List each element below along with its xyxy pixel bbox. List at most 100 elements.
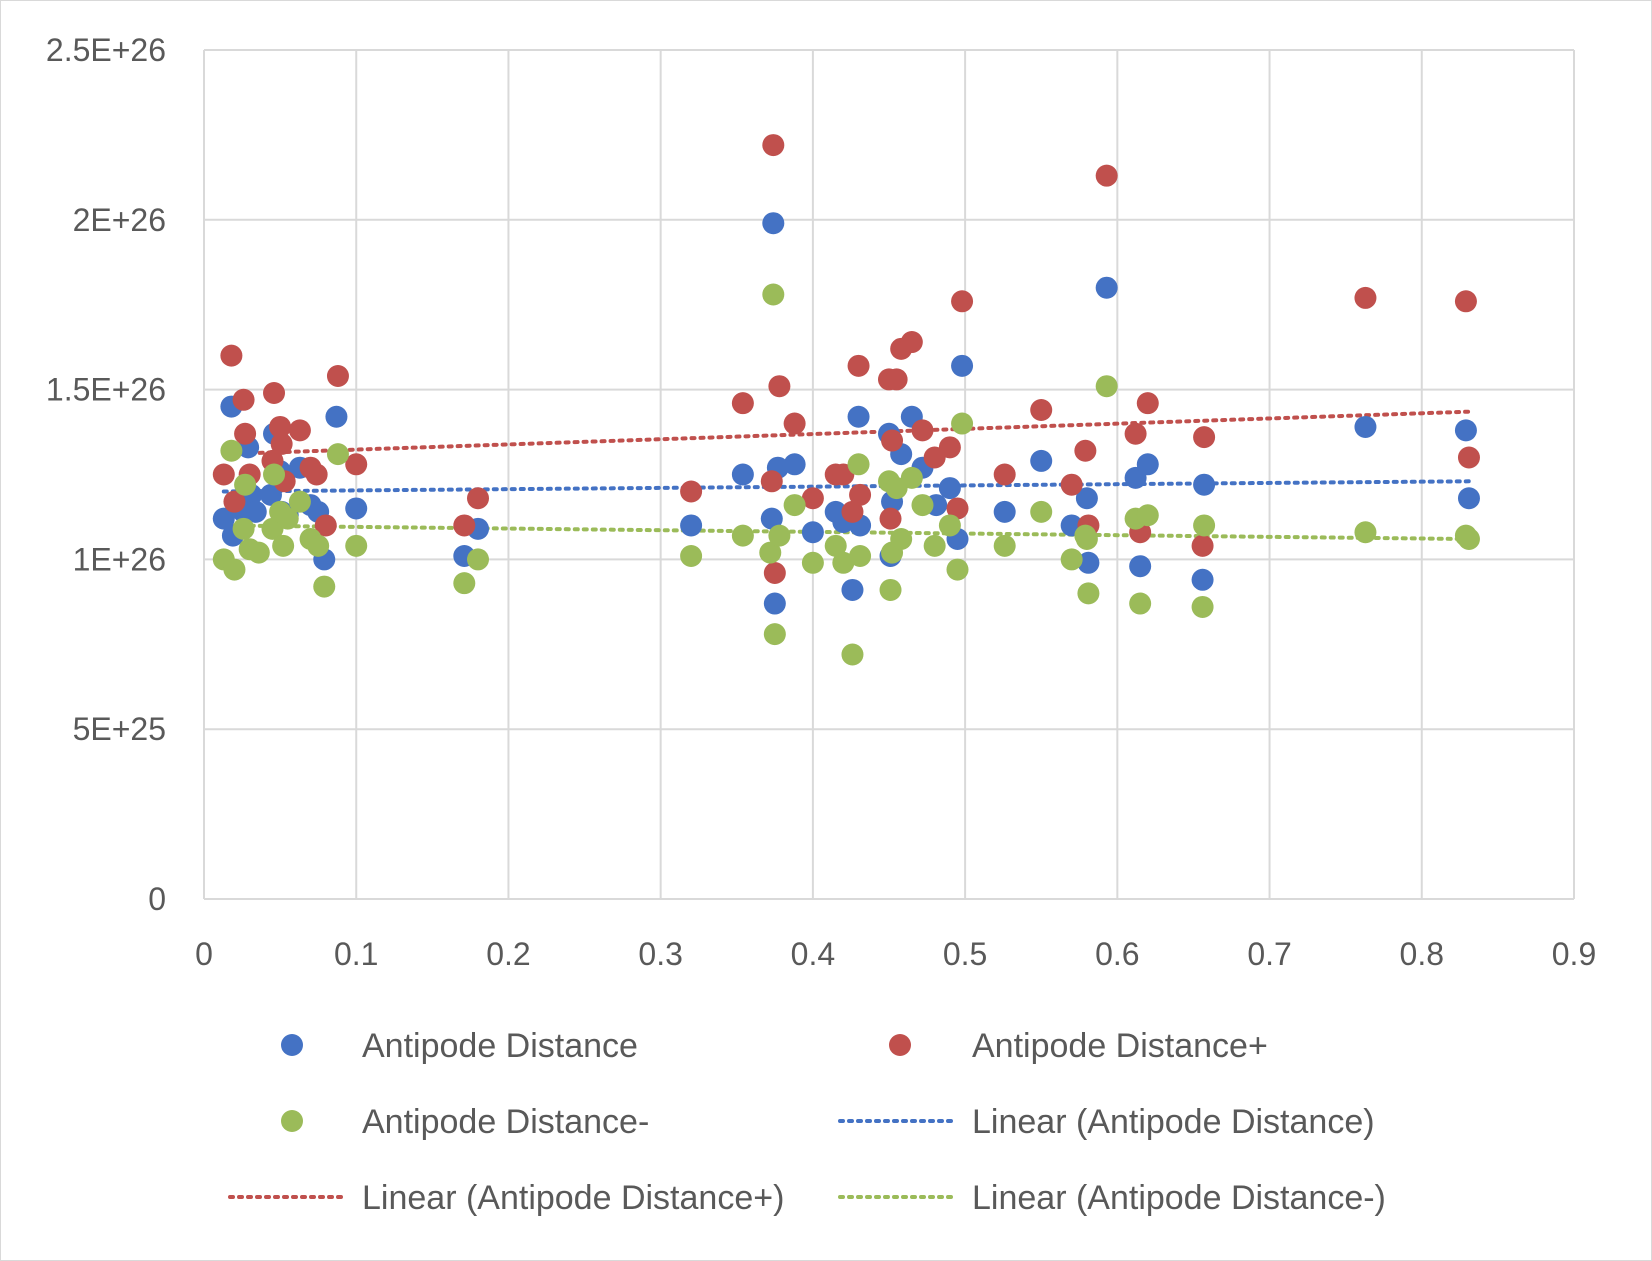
series-1-point [269, 415, 292, 438]
series-0-point [1077, 551, 1100, 574]
series-1-point [220, 344, 243, 367]
series-0-point [345, 497, 368, 520]
series-1-point [270, 432, 293, 455]
series-2-point [313, 575, 336, 598]
legend-label: Antipode Distance+ [972, 1027, 1268, 1065]
legend-item-1: Antipode Distance+ [889, 1027, 1268, 1065]
series-2-point [911, 494, 934, 517]
series-2-point [276, 507, 299, 530]
series-0-point [1136, 453, 1159, 476]
series-2-point [946, 558, 969, 581]
series-0-point [1075, 487, 1098, 510]
series-2-point [453, 572, 476, 595]
series-2-point [768, 524, 791, 547]
legend-marker [281, 1034, 303, 1056]
series-2-point [763, 623, 786, 646]
series-1-point [1354, 286, 1377, 309]
legend-label: Linear (Antipode Distance+) [362, 1179, 784, 1217]
legend-label: Linear (Antipode Distance) [972, 1103, 1375, 1141]
series-0-point [680, 514, 703, 537]
series-0-point [212, 507, 235, 530]
legend: Antipode Distance Antipode Distance+ Antip… [228, 1027, 1386, 1217]
series-0-point [847, 405, 870, 428]
gridlines [203, 49, 1575, 900]
series-1-point [1136, 392, 1159, 415]
series-2-point [1129, 592, 1152, 615]
legend-marker [889, 1034, 911, 1056]
series-2-point [223, 558, 246, 581]
series-1-point [467, 487, 489, 510]
trendline-1 [221, 409, 1471, 457]
series-2-point [1077, 582, 1100, 605]
series-1-point [232, 388, 255, 411]
series-0-point [783, 453, 806, 476]
series-0-point [325, 405, 348, 428]
series-2-point [1136, 504, 1159, 527]
series-0-point [1457, 487, 1480, 510]
series-2-point [849, 545, 872, 568]
legend-label: Linear (Antipode Distance-) [972, 1179, 1386, 1217]
y-axis-tick-labels: 0 5E+25 1E+26 1.5E+26 2E+26 2.5E+26 [46, 32, 166, 917]
series-2-point [993, 534, 1016, 557]
series-1-point [938, 436, 961, 459]
series-2-point [288, 490, 311, 513]
series-2-point [951, 412, 974, 435]
series-2-point [824, 534, 847, 557]
legend-item-5: Linear (Antipode Distance-) [838, 1179, 1386, 1217]
series-0-point [1129, 555, 1152, 578]
series-2-point [680, 545, 703, 568]
y-tick-label: 1.5E+26 [46, 372, 166, 408]
series-1-point [345, 453, 368, 476]
series-2-point [1354, 521, 1377, 544]
series-1-point [783, 412, 806, 435]
series-0-point [1095, 276, 1118, 299]
series-1-point [1457, 446, 1480, 469]
series-0-point [1454, 419, 1477, 442]
series-2-point [832, 551, 855, 574]
series-1-point [760, 470, 783, 493]
series-1-point [731, 392, 754, 415]
series-1-point [1095, 164, 1118, 187]
legend-item-0: Antipode Distance [281, 1027, 638, 1065]
series-1-point [453, 514, 476, 537]
series-2-point [234, 473, 257, 496]
y-tick-label: 1E+26 [73, 541, 166, 577]
legend-item-2: Antipode Distance- [281, 1103, 649, 1141]
series-2-point [247, 541, 270, 564]
y-tick-label: 2E+26 [73, 202, 166, 238]
series-2-point [731, 524, 754, 547]
series-0-point [760, 507, 783, 530]
series-1-point [801, 487, 824, 510]
x-tick-label: 0.5 [943, 936, 987, 972]
legend-label: Antipode Distance [362, 1027, 638, 1065]
series-1-point [762, 134, 785, 157]
legend-item-4: Linear (Antipode Distance+) [228, 1179, 784, 1217]
x-tick-label: 0.8 [1400, 936, 1444, 972]
series-0-point [1193, 473, 1216, 496]
data-points [212, 134, 1480, 666]
series-2-point [879, 578, 902, 601]
series-1-point [763, 561, 786, 584]
series-2-point [345, 534, 368, 557]
y-tick-label: 5E+25 [73, 711, 166, 747]
series-0-point [1191, 568, 1214, 591]
series-1-point [993, 463, 1016, 486]
series-2-point [220, 439, 243, 462]
series-1-point [841, 500, 864, 523]
series-2-point [923, 534, 946, 557]
series-2-point [326, 443, 349, 466]
series-2-point [938, 514, 961, 537]
x-tick-label: 0.4 [791, 936, 835, 972]
series-0-point [801, 521, 824, 544]
series-1-point [911, 419, 934, 442]
series-1-point [900, 331, 923, 354]
series-0-point [993, 500, 1016, 523]
series-0-point [1030, 449, 1053, 472]
series-0-point [762, 212, 785, 235]
legend-marker [281, 1110, 303, 1132]
series-2-point [847, 453, 870, 476]
series-2-point [232, 517, 255, 540]
y-tick-label: 0 [148, 881, 166, 917]
series-0-point [731, 463, 754, 486]
